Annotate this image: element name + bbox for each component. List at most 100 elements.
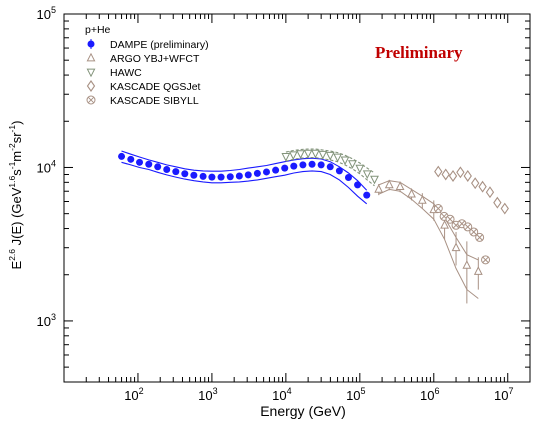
legend-label-dampe: DAMPE (preliminary): [110, 39, 209, 51]
point: [462, 260, 472, 269]
argo-point: [407, 188, 416, 198]
point: [244, 171, 252, 179]
point: [253, 169, 261, 177]
axis-ticks: 102 103 104 105 106 107 103 104 105: [37, 5, 531, 403]
dampe-point: [199, 172, 207, 180]
legend-label-argo: ARGO YBJ+WFCT: [110, 53, 200, 65]
hawc-point: [281, 153, 291, 162]
x-tick-label: 102: [124, 386, 143, 403]
argo-point: [473, 266, 483, 275]
point: [354, 181, 362, 189]
point: [471, 177, 480, 190]
point-cross: [482, 256, 489, 264]
point: [473, 266, 483, 275]
point: [362, 170, 372, 180]
legend-label-kascade-sibyll: KASCADE SIBYLL: [110, 95, 199, 107]
point: [500, 202, 509, 215]
point: [441, 168, 450, 181]
point: [355, 164, 365, 174]
dampe-band-lower: [121, 161, 368, 205]
point: [326, 163, 334, 171]
point: [374, 184, 384, 193]
dampe-point: [118, 152, 126, 160]
point: [407, 188, 416, 198]
point: [344, 174, 352, 182]
legend-title: p+He: [85, 24, 111, 36]
y-label-part-m: m: [9, 151, 24, 162]
dampe-band-upper: [121, 150, 368, 191]
dampe-point: [190, 171, 198, 179]
kascade-qgsjet-point: [500, 202, 509, 215]
point-cross: [435, 205, 442, 212]
dampe-point: [217, 173, 225, 181]
point: [463, 170, 472, 182]
point-cross: [446, 216, 454, 223]
dampe-point: [299, 161, 307, 169]
x-tick-label: 103: [198, 386, 217, 403]
dampe-point: [127, 155, 135, 163]
y-label-sup-m: -2: [7, 143, 17, 151]
point: [154, 163, 162, 171]
dampe-point: [136, 158, 144, 166]
argo-point: [451, 242, 461, 252]
legend: p+He DAMPE (preliminary) ARGO YBJ+WFCT H…: [85, 24, 209, 107]
hawc-point: [288, 151, 298, 161]
point: [118, 152, 126, 160]
argo-point: [374, 184, 384, 193]
hawc-band-upper: [285, 148, 375, 174]
point-cross: [87, 96, 95, 104]
point: [235, 172, 243, 180]
kascade-sibyll-point: [475, 232, 485, 242]
point: [363, 191, 371, 199]
kascade-sibyll-point: [445, 214, 455, 224]
point: [417, 195, 427, 204]
point: [262, 168, 270, 176]
argo-point: [395, 181, 405, 191]
point: [456, 166, 465, 179]
point: [86, 52, 96, 62]
argo-point: [384, 179, 394, 189]
series-kascade-qgsjet: [434, 165, 509, 215]
dampe-point: [344, 174, 352, 182]
point: [317, 161, 325, 169]
series-kascade-sibyll: [433, 204, 491, 265]
dampe-point: [163, 165, 171, 173]
dampe-point: [145, 160, 153, 168]
series-dampe: [118, 152, 371, 199]
point: [163, 165, 171, 173]
hawc-point: [362, 170, 372, 180]
y-label-sup-26: 2.6: [7, 249, 17, 261]
point: [290, 162, 298, 170]
point: [485, 186, 495, 199]
argo-band-upper: [378, 180, 479, 261]
point: [281, 153, 291, 162]
point: [288, 151, 298, 161]
y-label-part-e: E: [9, 260, 24, 269]
kascade-sibyll-point: [463, 222, 473, 232]
y-label-part-j: J(E) (GeV: [9, 187, 24, 249]
kascade-qgsjet-point: [471, 177, 480, 190]
dampe-point: [290, 162, 298, 170]
point: [86, 80, 96, 92]
point: [86, 68, 96, 78]
hawc-point: [340, 156, 350, 166]
point: [370, 175, 379, 185]
hawc-band-lower: [285, 157, 375, 187]
point: [333, 153, 343, 163]
dampe-point: [354, 181, 362, 189]
point-cross: [476, 234, 483, 241]
y-label-sup-sr: -1: [7, 125, 17, 133]
dampe-point: [262, 168, 270, 176]
dampe-point: [317, 161, 325, 169]
hawc-point: [370, 175, 379, 185]
point: [281, 164, 289, 172]
point: [199, 172, 207, 180]
y-tick-label: 105: [37, 5, 56, 22]
hawc-point: [355, 164, 365, 174]
point: [145, 160, 153, 168]
dampe-point: [363, 191, 371, 199]
legend-marker-kascade-qgsjet: [86, 80, 96, 92]
x-axis-label: Energy (GeV): [260, 403, 346, 419]
point: [272, 166, 280, 174]
